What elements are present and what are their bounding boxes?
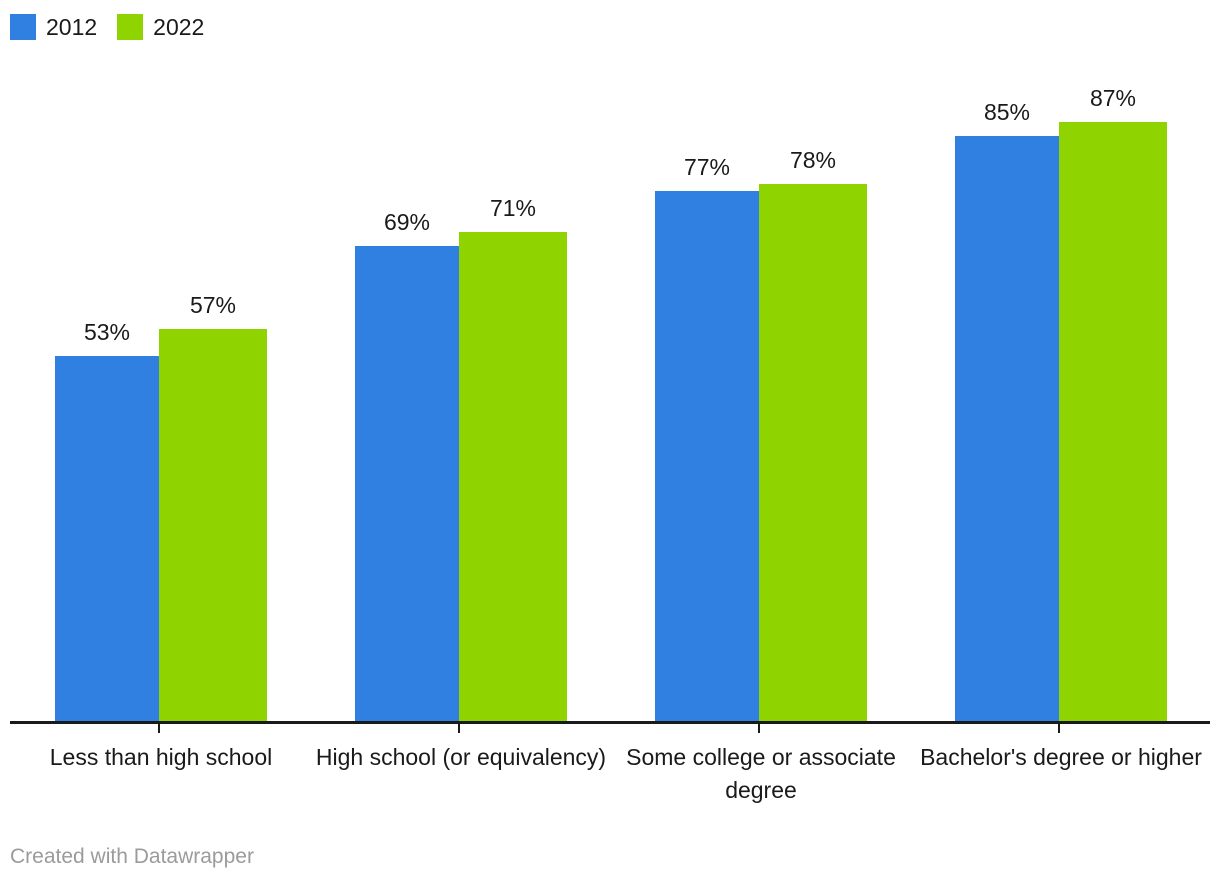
x-axis-label: High school (or equivalency) (315, 744, 607, 770)
x-axis-tick (758, 724, 760, 733)
value-label: 77% (683, 154, 731, 180)
x-axis-tick (1058, 724, 1060, 733)
value-label: 53% (83, 319, 131, 345)
bar-2022 (459, 232, 567, 721)
bar-2012 (355, 246, 459, 721)
value-label: 57% (189, 292, 237, 318)
x-axis-tick (158, 724, 160, 733)
x-axis-line (10, 721, 1210, 724)
bar-2012 (655, 191, 759, 721)
bar-2022 (1059, 122, 1167, 721)
legend-item-2022: 2022 (117, 14, 204, 40)
x-axis-label: Some college or associate degree (626, 744, 896, 803)
legend-label: 2022 (153, 14, 205, 40)
bar-2022 (759, 184, 867, 721)
legend-swatch-icon (10, 14, 36, 40)
legend-item-2012: 2012 (10, 14, 97, 40)
value-label: 87% (1089, 85, 1137, 111)
x-axis-label: Bachelor's degree or higher (920, 744, 1202, 770)
value-label: 78% (789, 147, 837, 173)
bar-2012 (955, 136, 1059, 721)
value-label: 85% (983, 99, 1031, 125)
value-label: 71% (489, 195, 537, 221)
datawrapper-credit: Created with Datawrapper (10, 845, 254, 868)
legend: 2012 2022 (10, 14, 204, 40)
x-axis-label: Less than high school (49, 744, 273, 770)
x-axis-tick (458, 724, 460, 733)
legend-swatch-icon (117, 14, 144, 40)
value-label: 69% (383, 209, 431, 235)
bar-2022 (159, 329, 267, 721)
bar-2012 (55, 356, 159, 721)
legend-label: 2012 (46, 14, 98, 40)
